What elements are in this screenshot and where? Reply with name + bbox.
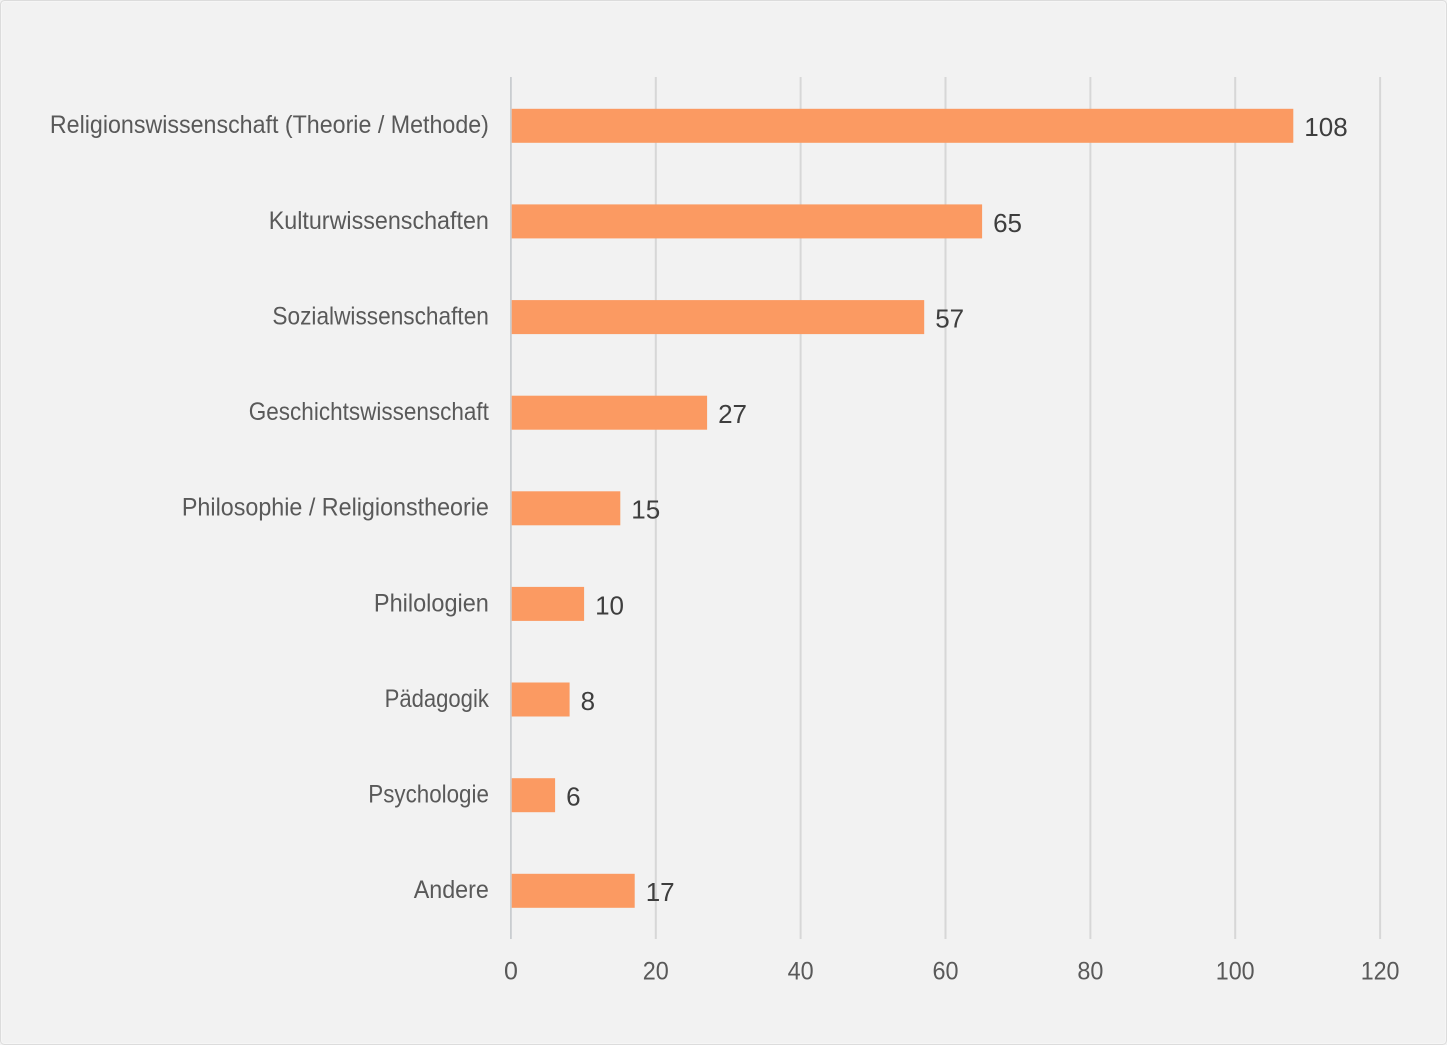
svg-text:120: 120 bbox=[1361, 958, 1400, 986]
svg-text:Geschichtswissenschaft: Geschichtswissenschaft bbox=[249, 398, 489, 426]
svg-text:Sozialwissenschaften: Sozialwissenschaften bbox=[272, 302, 489, 330]
svg-text:17: 17 bbox=[646, 877, 675, 907]
svg-text:57: 57 bbox=[935, 303, 964, 333]
svg-text:Pädagogik: Pädagogik bbox=[385, 685, 490, 713]
svg-text:Religionswissenschaft (Theorie: Religionswissenschaft (Theorie / Methode… bbox=[50, 111, 489, 139]
svg-text:Psychologie: Psychologie bbox=[368, 781, 489, 809]
svg-text:0: 0 bbox=[504, 958, 518, 986]
svg-text:Kulturwissenschaften: Kulturwissenschaften bbox=[269, 207, 489, 235]
svg-text:40: 40 bbox=[788, 958, 814, 986]
svg-text:65: 65 bbox=[993, 208, 1022, 238]
svg-text:10: 10 bbox=[595, 590, 624, 620]
svg-text:8: 8 bbox=[581, 686, 595, 716]
svg-text:6: 6 bbox=[566, 782, 580, 812]
svg-text:100: 100 bbox=[1216, 958, 1255, 986]
svg-text:Philosophie / Religionstheorie: Philosophie / Religionstheorie bbox=[182, 494, 489, 522]
svg-text:Philologien: Philologien bbox=[374, 589, 489, 617]
svg-text:Andere: Andere bbox=[414, 876, 489, 904]
svg-text:20: 20 bbox=[643, 958, 669, 986]
svg-text:27: 27 bbox=[718, 399, 747, 429]
svg-text:60: 60 bbox=[933, 958, 959, 986]
svg-text:15: 15 bbox=[631, 495, 660, 525]
svg-text:108: 108 bbox=[1304, 112, 1347, 142]
svg-text:80: 80 bbox=[1077, 958, 1103, 986]
